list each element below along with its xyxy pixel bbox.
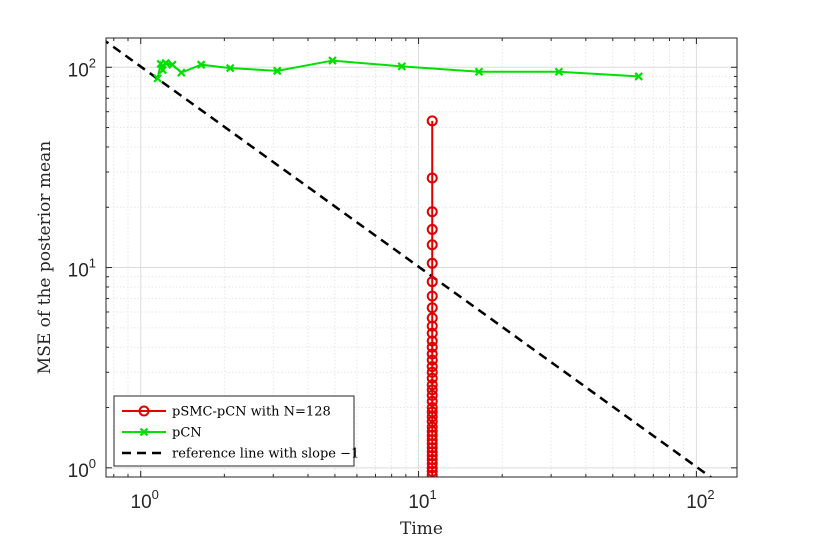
legend-label: pSMC-pCN with N=128	[172, 405, 331, 420]
data-point	[272, 66, 282, 76]
data-point	[426, 384, 438, 396]
data-point	[426, 341, 438, 353]
x-axis-label: Time	[400, 519, 443, 539]
x-tick-label: 102	[686, 487, 714, 513]
data-point	[426, 366, 438, 378]
data-point	[426, 458, 438, 470]
data-point	[554, 67, 564, 77]
data-point	[426, 389, 438, 401]
x-tick-label: 101	[408, 487, 436, 513]
data-point	[426, 395, 438, 407]
data-point	[426, 411, 438, 423]
data-point	[177, 68, 186, 77]
data-point	[426, 462, 438, 474]
data-point	[634, 72, 643, 81]
data-point	[426, 442, 438, 454]
y-axis-label: MSE of the posterior mean	[35, 141, 55, 374]
data-point	[426, 372, 438, 384]
y-tick-label: 100	[68, 456, 96, 482]
data-point	[426, 354, 438, 366]
legend-marker	[138, 405, 150, 417]
data-point	[426, 465, 438, 477]
data-point	[426, 276, 438, 288]
data-point	[397, 62, 407, 71]
series-line	[106, 40, 713, 477]
data-point	[426, 257, 438, 269]
x-tick-label: 100	[131, 487, 159, 513]
series-2	[153, 56, 643, 83]
y-tick-label: 102	[68, 55, 96, 81]
data-point	[426, 348, 438, 360]
data-point	[161, 58, 170, 68]
data-point	[426, 206, 438, 218]
data-point	[474, 67, 484, 77]
data-point	[426, 290, 438, 302]
series-3	[106, 40, 713, 477]
data-point	[426, 172, 438, 184]
legend-label: pCN	[172, 426, 202, 441]
grid	[106, 38, 737, 477]
data-point	[426, 469, 438, 477]
y-tick-label: 101	[68, 256, 96, 282]
data-point	[426, 239, 438, 251]
axes-box	[105, 37, 738, 478]
data-point	[225, 63, 235, 73]
data-point	[426, 320, 438, 332]
data-point	[426, 361, 438, 373]
legend: pSMC-pCN with N=128 pCN reference line wit…	[113, 395, 359, 467]
data-point	[426, 446, 438, 458]
data-point	[426, 335, 438, 347]
data-point	[426, 434, 438, 446]
data-point	[158, 65, 167, 75]
data-point	[328, 56, 337, 65]
data-point	[426, 327, 438, 339]
series-layer	[106, 40, 713, 477]
ticks: 100 101 102 100 101 102	[68, 38, 737, 513]
data-point	[168, 60, 177, 69]
data-point	[426, 223, 438, 235]
data-point	[426, 450, 438, 462]
legend-marker	[139, 427, 149, 437]
data-point	[426, 302, 438, 314]
data-point	[426, 379, 438, 391]
series-1	[426, 115, 438, 477]
legend-label: reference line with slope −1	[172, 447, 359, 462]
data-point	[426, 115, 438, 127]
data-point	[196, 60, 206, 69]
data-point	[153, 74, 162, 83]
